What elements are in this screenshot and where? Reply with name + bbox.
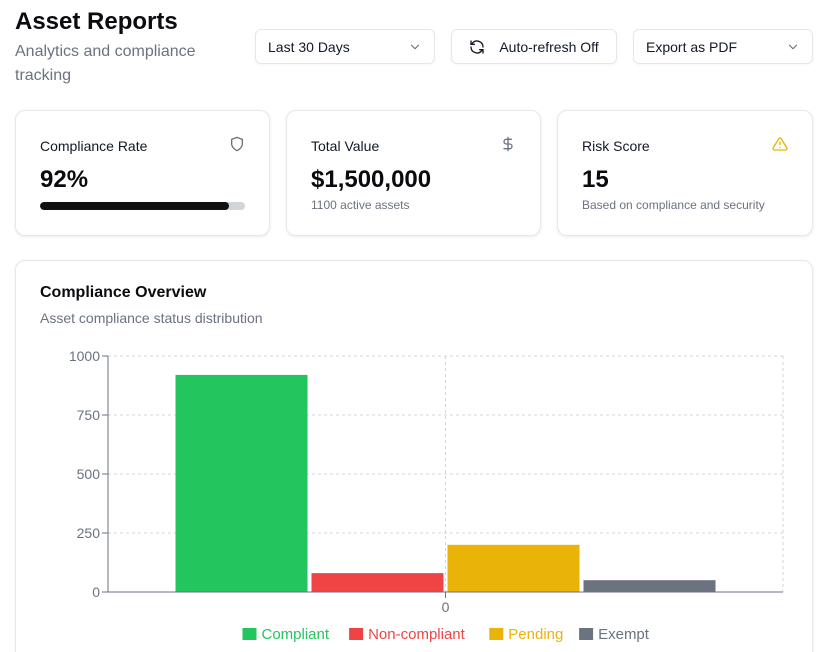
page-title: Asset Reports bbox=[15, 8, 178, 35]
total-value-value: $1,500,000 bbox=[311, 166, 432, 193]
compliance-overview-card: Compliance Overview Asset compliance sta… bbox=[15, 260, 813, 652]
export-select[interactable]: Export as PDF bbox=[633, 29, 813, 64]
y-tick-label: 1000 bbox=[69, 348, 100, 364]
legend-swatch bbox=[242, 628, 257, 640]
legend-label: Compliant bbox=[262, 626, 330, 643]
date-range-select[interactable]: Last 30 Days bbox=[255, 29, 435, 64]
legend-swatch bbox=[349, 628, 364, 640]
legend-label: Non-compliant bbox=[368, 626, 466, 643]
dollar-icon bbox=[500, 136, 516, 157]
chart-title: Compliance Overview bbox=[40, 284, 207, 301]
date-range-value: Last 30 Days bbox=[268, 38, 350, 55]
total-value-label: Total Value bbox=[311, 138, 380, 154]
bar-exempt bbox=[583, 580, 716, 592]
bar-compliant bbox=[175, 374, 308, 592]
chevron-down-icon bbox=[786, 40, 800, 54]
chart-description: Asset compliance status distribution bbox=[40, 310, 263, 326]
legend-swatch bbox=[579, 628, 594, 640]
y-tick-label: 250 bbox=[77, 525, 101, 541]
page-subtitle: Analytics and compliance tracking bbox=[15, 43, 196, 84]
total-value-card: Total Value $1,500,000 1100 active asset… bbox=[286, 110, 541, 236]
legend-label: Exempt bbox=[598, 626, 650, 643]
compliance-bar-chart: 0 250 500 750 1000 0 Compliant Non-compliant Pen… bbox=[69, 348, 784, 643]
chevron-down-icon bbox=[408, 40, 422, 54]
legend-label: Pending bbox=[508, 626, 563, 643]
warning-icon bbox=[772, 136, 788, 157]
compliance-progress-bar bbox=[40, 202, 245, 210]
refresh-icon bbox=[469, 39, 485, 55]
export-value: Export as PDF bbox=[646, 38, 738, 55]
risk-score-description: Based on compliance and security bbox=[582, 198, 765, 212]
active-assets-text: 1100 active assets bbox=[311, 198, 410, 212]
bar-non-compliant bbox=[311, 573, 444, 592]
compliance-progress-fill bbox=[40, 202, 229, 210]
y-tick-label: 0 bbox=[92, 584, 100, 600]
y-tick-label: 500 bbox=[77, 466, 101, 482]
bar-pending bbox=[447, 544, 580, 592]
risk-score-value: 15 bbox=[582, 166, 609, 193]
auto-refresh-label: Auto-refresh Off bbox=[499, 38, 599, 55]
y-tick-label: 750 bbox=[77, 407, 101, 423]
compliance-rate-card: Compliance Rate 92% bbox=[15, 110, 270, 236]
shield-icon bbox=[229, 136, 245, 157]
x-tick-label: 0 bbox=[442, 599, 450, 615]
legend-swatch bbox=[489, 628, 504, 640]
risk-score-card: Risk Score 15 Based on compliance and se… bbox=[557, 110, 813, 236]
auto-refresh-button[interactable]: Auto-refresh Off bbox=[451, 29, 617, 64]
compliance-rate-value: 92% bbox=[40, 166, 89, 193]
risk-score-label: Risk Score bbox=[582, 138, 650, 154]
compliance-rate-label: Compliance Rate bbox=[40, 138, 148, 154]
page-header: Asset Reports Analytics and compliance t… bbox=[15, 8, 245, 88]
